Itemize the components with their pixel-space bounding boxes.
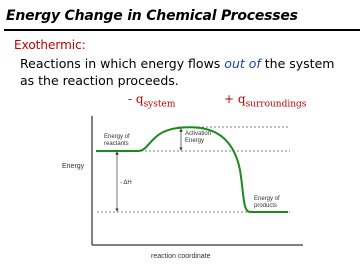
activation-label: Energy (185, 138, 204, 144)
title-rule (4, 29, 360, 31)
delta-h-label: - ΔH (120, 180, 132, 186)
term-sign: + q (224, 92, 246, 106)
energy-curve (96, 126, 288, 213)
x-axis-label: reaction coordinate (151, 253, 211, 260)
reactants-label: Energy of (104, 134, 130, 140)
y-axis-label: Energy (62, 163, 85, 170)
term: + qsurroundings (224, 92, 306, 109)
subheading: Exothermic: (14, 38, 86, 52)
reactants-label: reactants (104, 141, 129, 147)
term-subscript: system (143, 99, 176, 110)
term-sign: - q (128, 92, 144, 106)
products-label: Energy of (254, 196, 280, 202)
term-subscript: surroundings (245, 99, 307, 110)
body-emphasis: out of (224, 56, 261, 71)
activation-label: Activation (185, 131, 211, 137)
slide-title: Energy Change in Chemical Processes (6, 8, 298, 24)
body-part: Reactions in which energy flows (20, 56, 225, 71)
body-text: Reactions in which energy flows out of t… (20, 55, 350, 89)
term: - qsystem (128, 92, 175, 109)
products-label: products (254, 203, 277, 209)
body-part: the system as the reaction proceeds. (20, 56, 335, 88)
